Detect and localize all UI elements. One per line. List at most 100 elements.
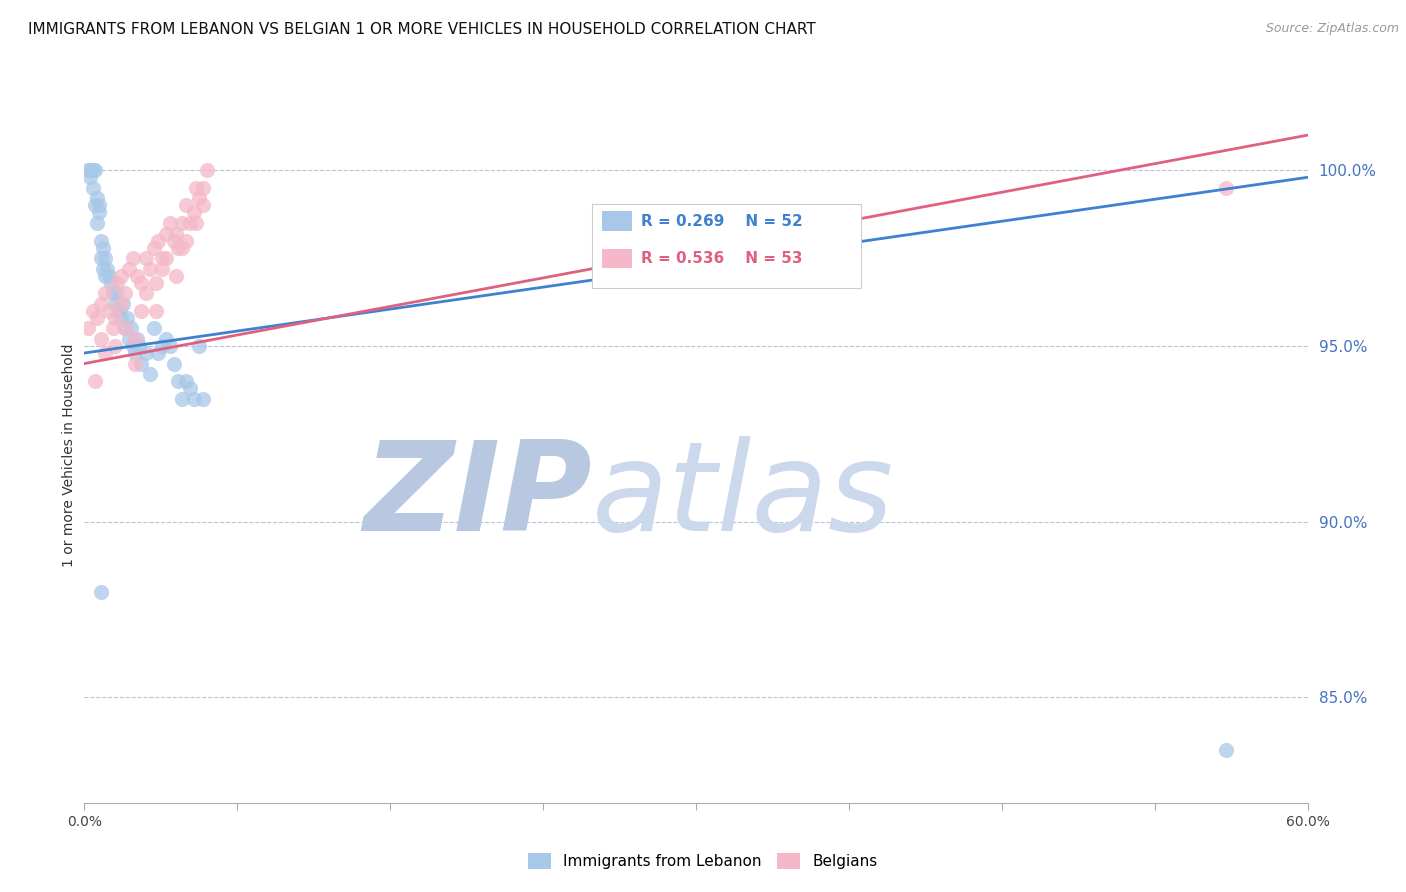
Point bbox=[114, 321, 136, 335]
Point bbox=[187, 191, 209, 205]
Text: R = 0.269    N = 52: R = 0.269 N = 52 bbox=[641, 214, 803, 228]
Point bbox=[191, 181, 214, 195]
Point bbox=[165, 268, 187, 283]
Point bbox=[1215, 743, 1237, 757]
Point bbox=[87, 198, 110, 212]
Point bbox=[93, 251, 117, 265]
Bar bbox=[592, 204, 860, 288]
Point bbox=[150, 339, 173, 353]
Point bbox=[159, 216, 181, 230]
Point bbox=[90, 332, 112, 346]
Point bbox=[191, 198, 214, 212]
Point bbox=[112, 297, 135, 311]
Point bbox=[172, 216, 194, 230]
Point bbox=[110, 310, 132, 325]
Point bbox=[155, 332, 177, 346]
Point bbox=[145, 303, 167, 318]
Point bbox=[101, 286, 124, 301]
Point bbox=[163, 234, 186, 248]
Point bbox=[82, 163, 104, 178]
Point bbox=[91, 261, 114, 276]
Point bbox=[104, 310, 127, 325]
Point bbox=[90, 297, 112, 311]
Point bbox=[104, 339, 127, 353]
Point bbox=[131, 357, 153, 371]
Point bbox=[1215, 181, 1237, 195]
Point bbox=[86, 216, 108, 230]
Point bbox=[176, 198, 198, 212]
Point bbox=[183, 392, 205, 406]
Point bbox=[167, 241, 190, 255]
Point bbox=[90, 234, 112, 248]
Bar bbox=[602, 249, 633, 268]
Point bbox=[101, 321, 124, 335]
Text: Source: ZipAtlas.com: Source: ZipAtlas.com bbox=[1265, 22, 1399, 36]
Point bbox=[128, 339, 150, 353]
Point bbox=[138, 261, 160, 276]
Point bbox=[124, 346, 146, 360]
Y-axis label: 1 or more Vehicles in Household: 1 or more Vehicles in Household bbox=[62, 343, 76, 566]
Point bbox=[150, 261, 173, 276]
Point bbox=[131, 303, 153, 318]
Point bbox=[131, 276, 153, 290]
Point bbox=[115, 310, 138, 325]
Point bbox=[82, 303, 104, 318]
Point bbox=[176, 234, 198, 248]
Point bbox=[135, 251, 157, 265]
Point bbox=[91, 241, 114, 255]
Point bbox=[145, 276, 167, 290]
Point bbox=[124, 357, 146, 371]
Point bbox=[120, 321, 142, 335]
Point bbox=[127, 332, 149, 346]
Point bbox=[105, 286, 128, 301]
Point bbox=[127, 268, 149, 283]
Point bbox=[172, 392, 194, 406]
Point bbox=[187, 339, 209, 353]
Point bbox=[97, 268, 120, 283]
Point bbox=[146, 346, 169, 360]
Point bbox=[93, 346, 117, 360]
Legend: Immigrants from Lebanon, Belgians: Immigrants from Lebanon, Belgians bbox=[522, 847, 884, 875]
Point bbox=[77, 321, 100, 335]
Point bbox=[82, 181, 104, 195]
Point bbox=[86, 310, 108, 325]
Point bbox=[83, 198, 105, 212]
Point bbox=[122, 251, 145, 265]
Point bbox=[167, 374, 190, 388]
Point bbox=[93, 286, 117, 301]
Point bbox=[155, 227, 177, 241]
Point bbox=[165, 227, 187, 241]
Point bbox=[96, 261, 118, 276]
Point bbox=[83, 163, 105, 178]
Point bbox=[100, 276, 122, 290]
Point bbox=[142, 321, 165, 335]
Point bbox=[135, 346, 157, 360]
Point bbox=[186, 216, 208, 230]
Point bbox=[87, 205, 110, 219]
Point bbox=[118, 332, 141, 346]
Point bbox=[79, 163, 101, 178]
Point bbox=[114, 286, 136, 301]
Point bbox=[122, 339, 145, 353]
Point bbox=[93, 268, 117, 283]
Point bbox=[150, 251, 173, 265]
Point bbox=[118, 261, 141, 276]
Point bbox=[163, 357, 186, 371]
Point bbox=[79, 170, 101, 185]
Point bbox=[142, 241, 165, 255]
Point bbox=[179, 216, 201, 230]
Point bbox=[159, 339, 181, 353]
Point bbox=[110, 268, 132, 283]
Point bbox=[108, 303, 131, 318]
Point bbox=[104, 297, 127, 311]
Point bbox=[114, 321, 136, 335]
Point bbox=[77, 163, 100, 178]
Point bbox=[186, 181, 208, 195]
Point bbox=[191, 392, 214, 406]
Point bbox=[146, 234, 169, 248]
Point bbox=[135, 286, 157, 301]
Text: ZIP: ZIP bbox=[363, 436, 592, 558]
Point bbox=[105, 276, 128, 290]
Point bbox=[195, 163, 218, 178]
Point bbox=[90, 251, 112, 265]
